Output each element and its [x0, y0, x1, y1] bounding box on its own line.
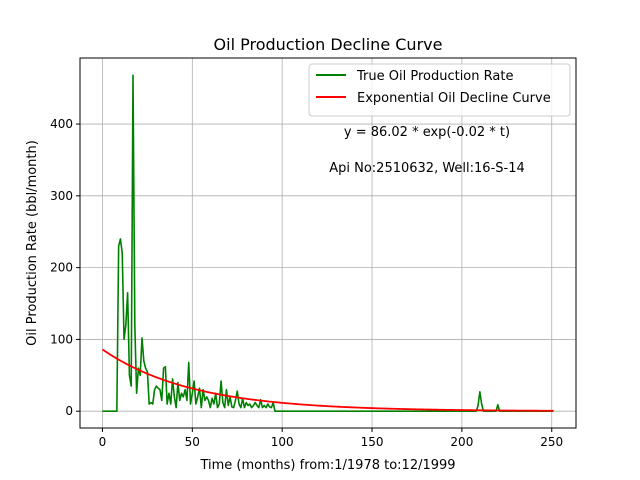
y-tick-label: 300 — [50, 189, 73, 203]
x-tick-label: 150 — [361, 435, 384, 449]
x-tick-label: 0 — [99, 435, 107, 449]
axis-ticks: 0 50 100 150 200 250 0 100 200 300 400 — [50, 117, 563, 449]
y-tick-label: 400 — [50, 117, 73, 131]
x-axis-label: Time (months) from:1/1978 to:12/1999 — [199, 458, 455, 473]
legend-box — [308, 63, 571, 117]
chart-title: Oil Production Decline Curve — [214, 35, 443, 54]
x-tick-label: 100 — [271, 435, 294, 449]
x-tick-label: 50 — [185, 435, 200, 449]
grid-lines — [80, 58, 576, 428]
y-axis-label: Oil Production Rate (bbl/month) — [25, 140, 40, 346]
well-annotation: Api No:2510632, Well:16-S-14 — [329, 161, 525, 176]
equation-annotation: y = 86.02 * exp(-0.02 * t) — [344, 125, 510, 140]
plot-series — [101, 74, 554, 413]
legend-decline-curve-label: Exponential Oil Decline Curve — [357, 91, 551, 106]
legend: True Oil Production Rate Exponential Oil… — [308, 63, 571, 117]
legend-true-rate-label: True Oil Production Rate — [356, 69, 513, 84]
y-tick-label: 0 — [65, 404, 73, 418]
y-tick-label: 100 — [50, 332, 73, 346]
x-tick-label: 200 — [450, 435, 473, 449]
true-production-line — [102, 74, 554, 413]
x-tick-label: 250 — [540, 435, 563, 449]
exponential-decline-line — [101, 348, 554, 412]
plot-frame — [79, 57, 577, 429]
y-tick-label: 200 — [50, 261, 73, 275]
